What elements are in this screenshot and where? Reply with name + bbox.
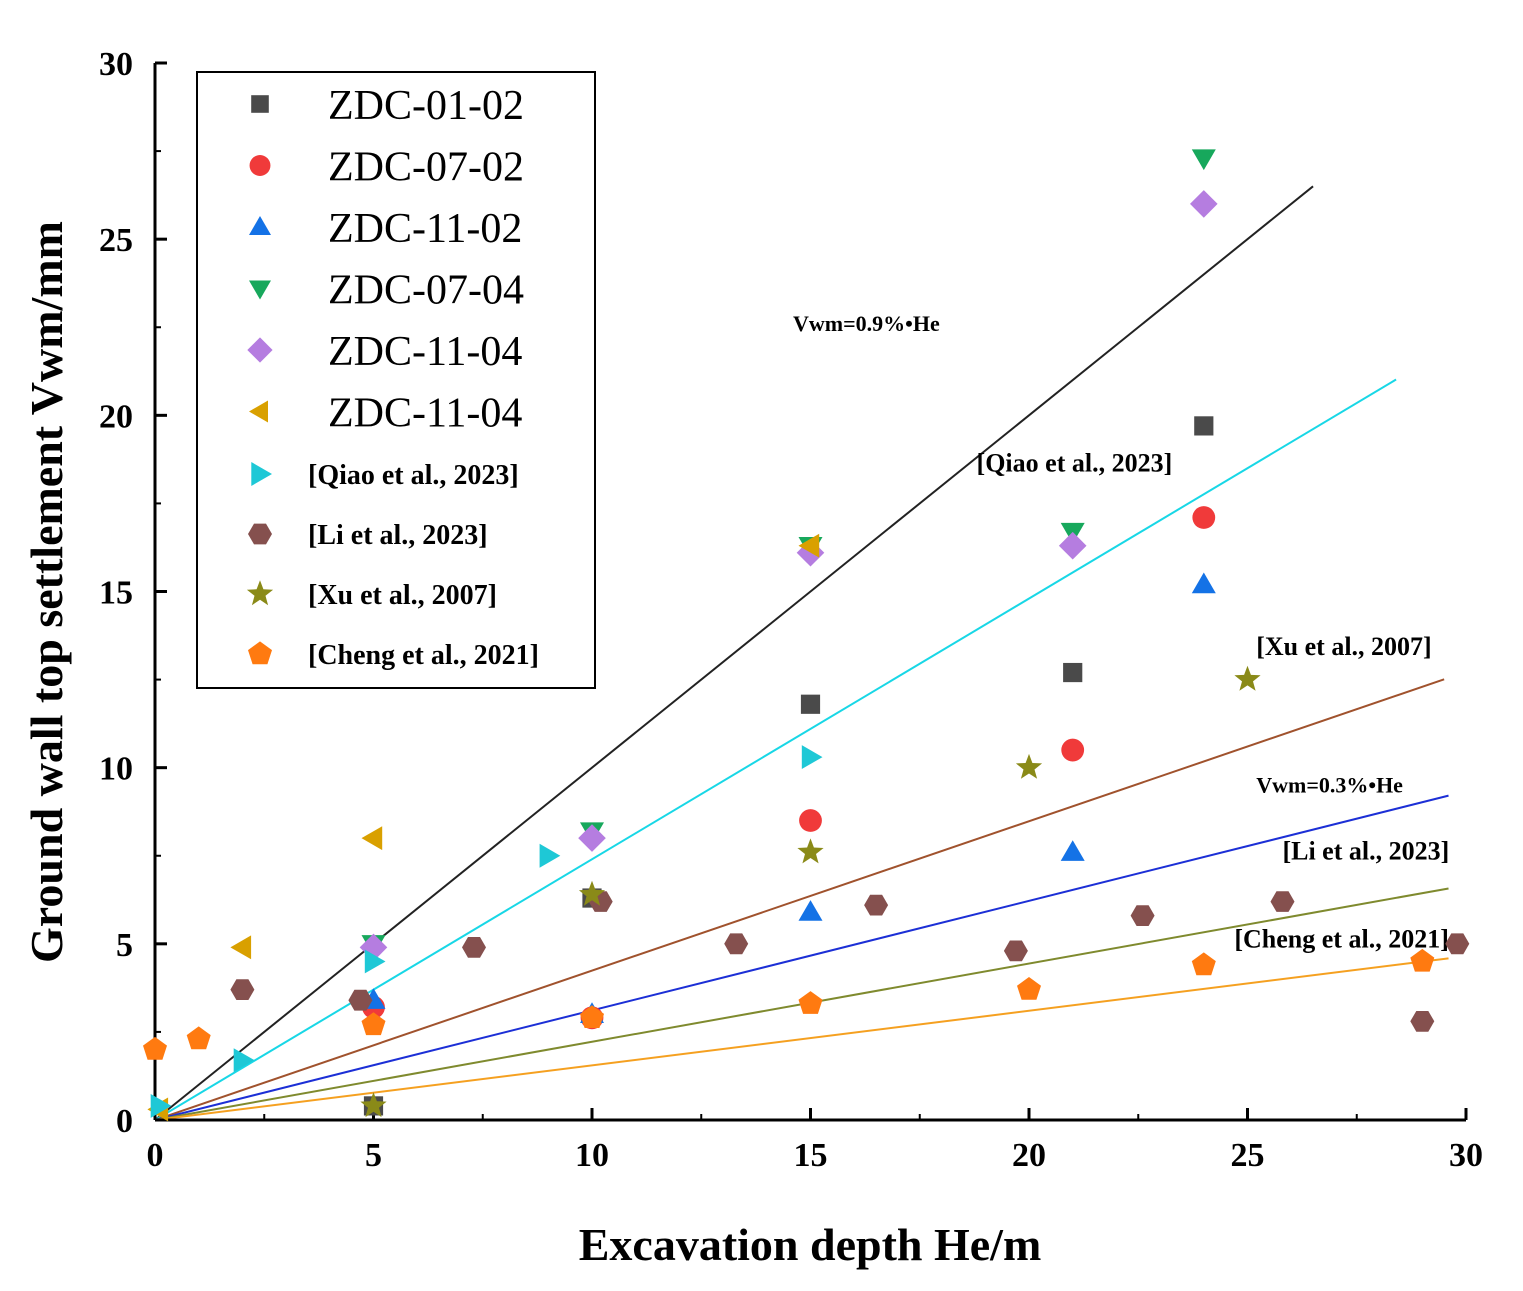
data-point-series-2: [1192, 506, 1216, 529]
data-point-series-7: [233, 1048, 255, 1073]
x-tick-label: 25: [1231, 1137, 1265, 1174]
data-point-series-10: [143, 1036, 167, 1060]
x-tick-label: 10: [575, 1137, 609, 1174]
data-point-series-8: [348, 989, 373, 1011]
legend-marker-2: [249, 155, 271, 176]
data-point-series-7: [801, 745, 823, 769]
legend-label: [Li et al., 2023]: [308, 520, 488, 551]
legend-marker-3: [249, 216, 271, 235]
data-point-series-9: [360, 1092, 387, 1118]
legend-label: ZDC-11-02: [328, 206, 522, 252]
y-axis-label: Ground wall top settlement Vwm/mm: [21, 221, 72, 963]
legend-marker-8: [248, 523, 272, 545]
data-point-series-8: [1410, 1011, 1435, 1032]
line-annotation: [Qiao et al., 2023]: [977, 449, 1173, 478]
legend-marker-9: [246, 580, 274, 606]
x-axis-label: Excavation depth He/m: [579, 1219, 1042, 1270]
legend-marker-4: [249, 280, 271, 300]
annotations: Vwm=0.9%•He [Qiao et al., 2023] [Xu et al.…: [793, 311, 1449, 954]
y-tick-label: 5: [116, 927, 133, 964]
y-tick-label: 25: [99, 222, 133, 259]
legend-label: ZDC-11-04: [328, 329, 522, 375]
legend: ZDC-01-02 ZDC-07-02 ZDC-11-02 ZDC-07-04 ZDC-…: [196, 71, 596, 689]
y-tick-label: 30: [99, 46, 133, 83]
axes: 0 5 10 15 20 25 30 0 5 10 15 20 25 30: [99, 46, 1483, 1174]
data-point-series-10: [1410, 948, 1435, 972]
data-point-series-9: [578, 880, 606, 906]
line-annotation: [Xu et al., 2007]: [1256, 632, 1431, 661]
data-point-series-3: [798, 900, 823, 921]
x-tick-label: 0: [147, 1137, 164, 1174]
data-point-series-8: [230, 979, 255, 1000]
data-point-series-3: [1060, 840, 1085, 861]
data-point-series-10: [186, 1026, 211, 1050]
legend-marker-6: [249, 400, 268, 423]
data-point-series-6: [230, 935, 252, 960]
data-point-series-10: [361, 1012, 386, 1036]
line-annotation: [Li et al., 2023]: [1282, 836, 1449, 865]
data-point-series-8: [1270, 891, 1295, 912]
data-point-series-5: [578, 824, 606, 852]
data-point-series-1: [1063, 662, 1083, 683]
data-point-series-9: [1234, 665, 1261, 691]
y-tick-label: 10: [99, 751, 133, 788]
data-point-series-5: [1190, 190, 1218, 218]
data-point-series-4: [1191, 149, 1216, 171]
line-annotation: Vwm=0.9%•He: [793, 311, 940, 336]
fit-line-1: [155, 185, 1314, 1121]
legend-marker-10: [248, 641, 272, 665]
data-point-series-1: [800, 694, 821, 714]
data-point-series-3: [1191, 572, 1216, 594]
data-point-series-2: [799, 809, 822, 832]
data-point-series-10: [798, 991, 823, 1014]
data-point-series-6: [798, 533, 820, 558]
x-tick-label: 15: [794, 1137, 828, 1174]
data-point-series-10: [1017, 977, 1041, 1000]
y-tick-label: 0: [116, 1103, 133, 1140]
legend-label: ZDC-07-04: [328, 268, 524, 314]
data-point-series-2: [1061, 738, 1085, 762]
y-tick-label: 15: [99, 575, 133, 612]
legend-label: [Xu et al., 2007]: [308, 580, 497, 611]
legend-label: [Qiao et al., 2023]: [308, 460, 519, 491]
fit-line-6: [155, 957, 1449, 1121]
line-annotation: [Cheng et al., 2021]: [1234, 924, 1448, 953]
data-point-series-8: [1130, 905, 1155, 926]
data-point-series-8: [1003, 940, 1028, 962]
y-tick-label: 20: [99, 398, 133, 435]
x-tick-label: 5: [365, 1137, 382, 1174]
legend-marker-5: [247, 337, 273, 363]
legend-marker-7: [251, 462, 272, 486]
data-point-series-8: [724, 933, 749, 955]
data-point-series-9: [1015, 753, 1043, 779]
data-point-series-10: [580, 1005, 604, 1028]
legend-label: ZDC-01-02: [328, 83, 524, 129]
data-point-series-6: [361, 826, 383, 851]
fit-line-3: [155, 678, 1445, 1121]
x-tick-label: 30: [1449, 1137, 1483, 1174]
legend-label: [Cheng et al., 2021]: [308, 640, 539, 671]
x-tick-label: 20: [1012, 1137, 1046, 1174]
data-point-series-1: [1194, 416, 1214, 436]
legend-label: ZDC-11-04: [328, 391, 522, 437]
data-points: [143, 149, 1470, 1122]
data-point-series-7: [539, 843, 561, 868]
data-point-series-8: [864, 894, 889, 916]
line-annotation: Vwm=0.3%•He: [1256, 772, 1403, 797]
data-point-series-7: [364, 949, 386, 974]
fit-line-4: [155, 794, 1449, 1121]
data-point-series-7: [150, 1094, 172, 1118]
data-point-series-9: [797, 838, 824, 864]
data-point-series-8: [1445, 933, 1470, 955]
legend-label: ZDC-07-02: [328, 145, 524, 191]
legend-marker-1: [251, 95, 269, 113]
data-point-series-8: [462, 937, 486, 958]
data-point-series-5: [1058, 531, 1087, 560]
data-point-series-10: [1191, 952, 1216, 976]
